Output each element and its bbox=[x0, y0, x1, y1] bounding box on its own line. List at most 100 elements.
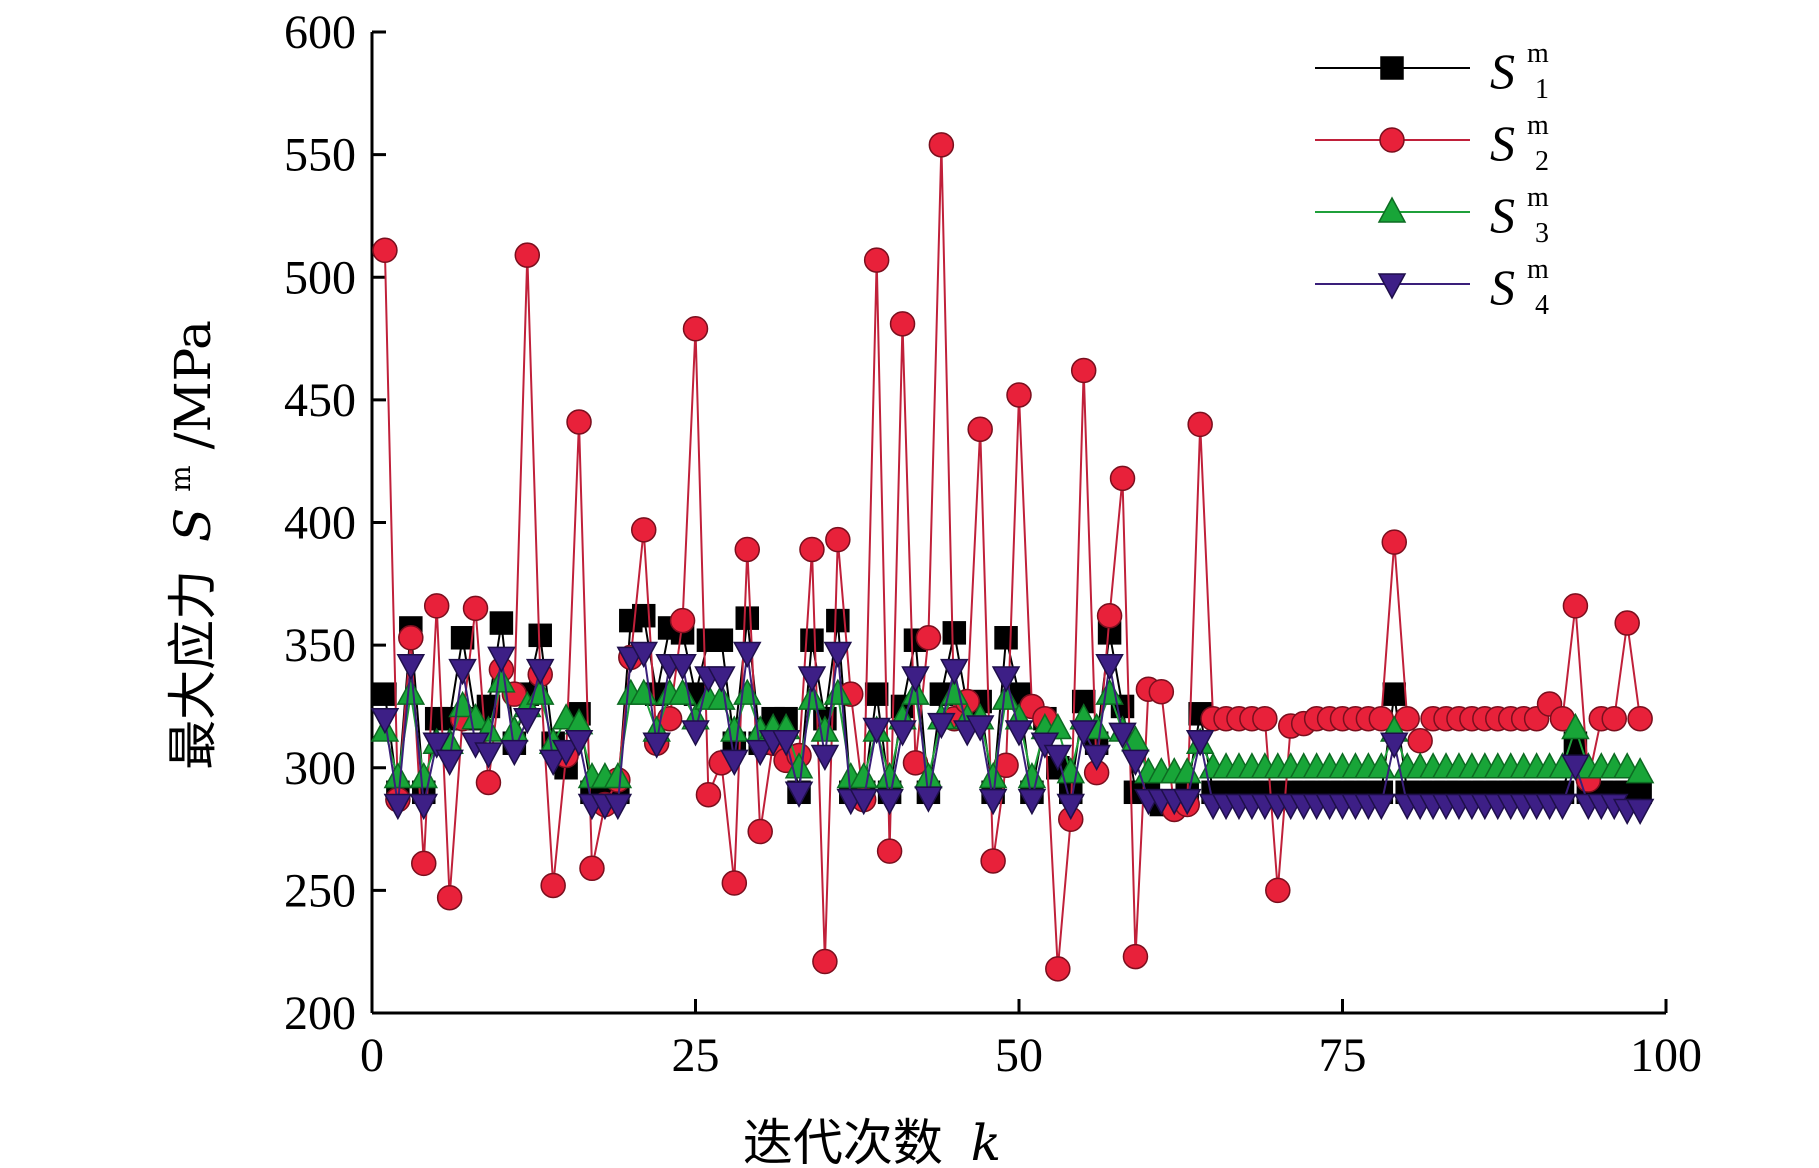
series-4-point bbox=[1625, 798, 1655, 826]
series-2-point bbox=[863, 247, 890, 273]
series-4-point bbox=[681, 720, 710, 747]
series-2-point bbox=[1265, 877, 1291, 904]
series-2-point bbox=[475, 769, 502, 796]
series-1-point bbox=[942, 621, 967, 645]
series-2-point bbox=[1122, 943, 1149, 970]
series-2-point bbox=[411, 850, 437, 877]
series-2-point bbox=[1109, 465, 1136, 492]
x-tick-label: 50 bbox=[995, 1029, 1043, 1082]
series-4-point bbox=[474, 742, 503, 769]
series-2-point bbox=[669, 607, 696, 634]
series-2-point bbox=[889, 311, 916, 337]
series-4-point bbox=[901, 666, 930, 693]
y-tick-label: 350 bbox=[284, 619, 356, 672]
legend-subscript: 1 bbox=[1535, 74, 1549, 105]
y-tick-label: 600 bbox=[284, 6, 356, 59]
series-2-point bbox=[734, 536, 761, 563]
legend-marker bbox=[1379, 127, 1405, 153]
legend-label: S bbox=[1490, 259, 1515, 315]
series-2-point bbox=[1070, 357, 1097, 384]
series-4-point bbox=[745, 739, 775, 767]
series-4-point bbox=[1561, 754, 1590, 781]
series-4-point bbox=[720, 749, 749, 776]
y-tick-label: 300 bbox=[284, 742, 356, 795]
series-2-point bbox=[1407, 728, 1433, 754]
series-4-point bbox=[940, 658, 969, 686]
series-3-point bbox=[603, 761, 633, 789]
series-4-point bbox=[849, 788, 878, 816]
y-axis-title: 最大应力 S m /MPa bbox=[144, 320, 222, 770]
series-2-point bbox=[1601, 705, 1627, 732]
legend-marker bbox=[1377, 273, 1407, 300]
series-4-point bbox=[396, 653, 426, 681]
y-tick-label: 450 bbox=[284, 374, 356, 427]
series-2-point bbox=[812, 948, 838, 975]
legend-superscript: m bbox=[1527, 182, 1549, 213]
legend-superscript: m bbox=[1527, 254, 1549, 285]
series-4-point bbox=[500, 739, 529, 767]
series-4-point bbox=[668, 653, 697, 681]
series-4-point bbox=[784, 781, 814, 808]
series-4-point bbox=[1043, 744, 1073, 772]
series-3-point bbox=[797, 683, 827, 710]
series-4-point bbox=[1056, 793, 1086, 821]
series-4-point bbox=[875, 788, 904, 816]
series-2-point bbox=[1045, 956, 1071, 982]
series-2-point bbox=[462, 595, 489, 622]
x-tick-label: 25 bbox=[672, 1029, 720, 1082]
series-4-point bbox=[487, 646, 516, 673]
series-4-point bbox=[1004, 720, 1034, 747]
series-4-point bbox=[409, 793, 439, 821]
legend-marker bbox=[1377, 196, 1407, 223]
series-4-point bbox=[564, 730, 594, 757]
series-1-point bbox=[450, 626, 475, 650]
series-4-point bbox=[525, 658, 555, 686]
series-4-point bbox=[1380, 732, 1409, 759]
series-2-point bbox=[1562, 593, 1589, 619]
series-4-point bbox=[422, 732, 451, 759]
series-3-point bbox=[875, 761, 904, 789]
series-2-point bbox=[1252, 705, 1278, 732]
series-2-point bbox=[825, 526, 851, 553]
series-3-point bbox=[810, 715, 840, 742]
series-2-point bbox=[372, 237, 398, 264]
series-2-point bbox=[514, 242, 541, 268]
y-axis-variable: S bbox=[164, 508, 222, 542]
series-3-point bbox=[1017, 761, 1047, 789]
x-tick-label: 0 bbox=[360, 1029, 384, 1082]
series-3-point bbox=[396, 678, 426, 705]
series-2-point bbox=[695, 781, 722, 808]
y-tick-label: 250 bbox=[284, 864, 356, 917]
series-2-point bbox=[682, 316, 709, 342]
series-4-point bbox=[1185, 730, 1215, 757]
series-2-point bbox=[928, 132, 955, 158]
y-axis-unit: /MPa bbox=[164, 320, 222, 449]
series-1-point bbox=[709, 628, 734, 652]
series-4-point bbox=[914, 786, 943, 813]
legend-subscript: 2 bbox=[1535, 146, 1549, 177]
series-4-point bbox=[383, 793, 413, 821]
series-4-point bbox=[1367, 793, 1396, 821]
series-3-point bbox=[383, 761, 413, 789]
series-2-point bbox=[540, 872, 566, 899]
y-tick-label: 500 bbox=[284, 251, 356, 304]
series-2-point bbox=[967, 416, 993, 443]
y-tick-label: 550 bbox=[284, 129, 356, 182]
legend-label: S bbox=[1490, 187, 1515, 243]
legend-superscript: m bbox=[1527, 38, 1549, 69]
legend-subscript: 4 bbox=[1535, 290, 1549, 321]
series-2-point bbox=[1148, 678, 1175, 705]
series-2-point bbox=[398, 625, 424, 651]
series-4-point bbox=[1108, 722, 1137, 749]
series-1-point bbox=[1382, 682, 1407, 706]
series-4-point bbox=[603, 793, 633, 821]
series-4-point bbox=[797, 666, 827, 693]
y-tick-label: 200 bbox=[284, 987, 356, 1040]
axes bbox=[370, 32, 1666, 1015]
series-3-point bbox=[1561, 712, 1590, 740]
